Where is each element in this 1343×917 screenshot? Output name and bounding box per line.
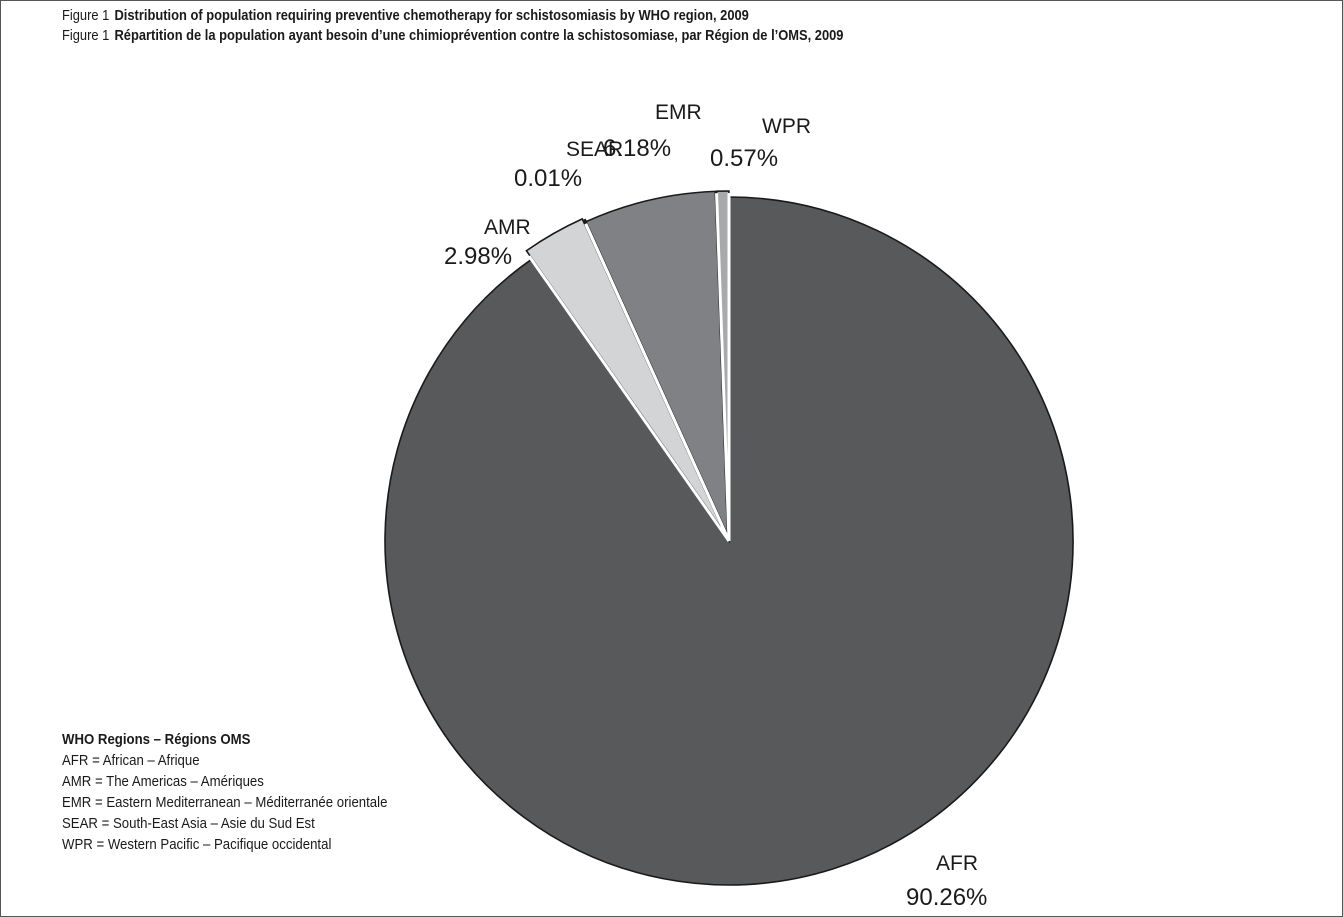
slice-value-sear: 0.01% [514,165,582,192]
figure-label-english: Figure 1 [62,7,110,24]
figure-title-english-text: Distribution of population requiring pre… [114,7,749,24]
pie-slice-amr [525,217,725,533]
legend-title: WHO Regions – Régions OMS [62,731,251,748]
slice-label-emr: EMR [655,101,702,124]
legend-item-amr: AMR = The Americas – Amériques [62,773,264,790]
pie-slice-emr [585,190,729,536]
figure-title-french: Figure 1 Répartition de la population aya… [62,27,843,44]
slice-value-afr: 90.26% [906,884,987,911]
slice-label-wpr: WPR [762,115,811,138]
slice-label-amr: AMR [484,216,531,239]
slice-value-amr: 2.98% [444,243,512,270]
figure-title-english: Figure 1 Distribution of population requi… [62,7,749,24]
slice-divider-emr [584,223,731,542]
legend-item-afr: AFR = African – Afrique [62,752,200,769]
legend-item-wpr: WPR = Western Pacific – Pacifique occide… [62,836,332,853]
slice-value-emr: 6.18% [603,135,671,162]
slice-label-afr: AFR [936,852,978,875]
legend-item-sear: SEAR = South-East Asia – Asie du Sud Est [62,815,315,832]
slice-divider-amr [527,255,731,542]
figure-label-french: Figure 1 [62,27,110,44]
figure-title-french-text: Répartition de la population ayant besoi… [114,27,844,44]
slice-divider-wpr [715,193,731,542]
slice-label-sear: SEAR [566,138,623,161]
region-legend: WHO Regions – Régions OMS AFR = African … [62,729,387,855]
legend-item-emr: EMR = Eastern Mediterranean – Méditerran… [62,794,388,811]
slice-value-wpr: 0.57% [710,145,778,172]
